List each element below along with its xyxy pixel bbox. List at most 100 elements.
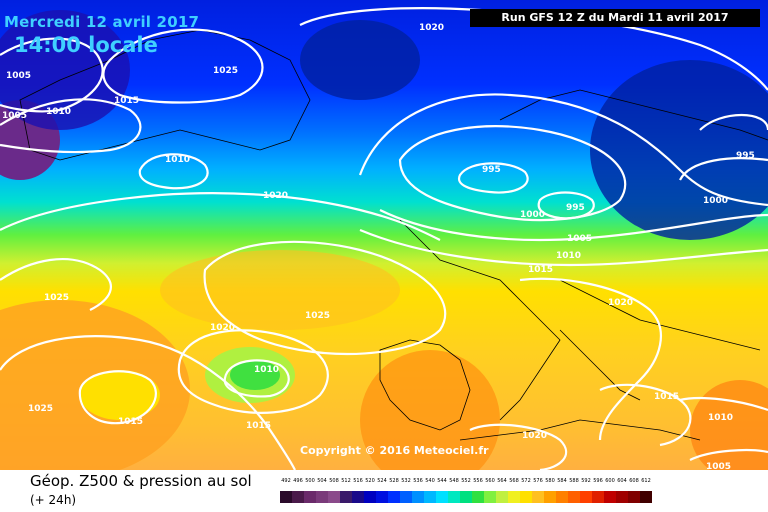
color-scale-label: 584: [557, 478, 567, 484]
pressure-label: 1010: [46, 107, 71, 117]
color-scale-label: 512: [341, 478, 351, 484]
color-scale-label: 536: [413, 478, 423, 484]
color-scale-label: 556: [473, 478, 483, 484]
pressure-label: 1025: [44, 293, 69, 303]
color-scale-label: 552: [461, 478, 471, 484]
isobars: [0, 7, 768, 470]
color-scale-label: 572: [521, 478, 531, 484]
color-scale-swatch: [496, 491, 508, 503]
legend-subtitle: (+ 24h): [30, 493, 77, 507]
color-scale-swatch: [616, 491, 628, 503]
color-scale-swatch: [448, 491, 460, 503]
color-scale-label: 580: [545, 478, 555, 484]
pressure-label: 1010: [556, 251, 581, 261]
color-scale-swatch: [484, 491, 496, 503]
color-scale-bar: [280, 491, 652, 503]
pressure-labels: 1005 1005 1010 1010 1015 1020 1025 1020 …: [2, 23, 755, 470]
color-scale-swatch: [544, 491, 556, 503]
model-run-label: Run GFS 12 Z du Mardi 11 avril 2017: [470, 9, 760, 27]
pressure-label: 1020: [608, 298, 633, 308]
color-scale-label: 516: [353, 478, 363, 484]
color-scale-label: 540: [425, 478, 435, 484]
color-scale-label: 496: [293, 478, 303, 484]
pressure-label: 995: [736, 151, 755, 161]
color-scale-label: 576: [533, 478, 543, 484]
color-scale-label: 608: [629, 478, 639, 484]
pressure-label: 1015: [118, 417, 143, 427]
color-scale-label: 568: [509, 478, 519, 484]
color-scale-label: 508: [329, 478, 339, 484]
copyright-text: Copyright © 2016 Meteociel.fr: [300, 444, 489, 457]
color-scale-swatch: [532, 491, 544, 503]
color-scale-swatch: [436, 491, 448, 503]
pressure-label: 1015: [114, 96, 139, 106]
color-scale-label: 596: [593, 478, 603, 484]
ridge-region: [160, 250, 400, 330]
color-scale-label: 560: [485, 478, 495, 484]
pressure-label: 1020: [419, 23, 444, 33]
pressure-label: 1010: [165, 155, 190, 165]
color-scale-label: 528: [389, 478, 399, 484]
pressure-label: 1005: [706, 462, 731, 470]
color-scale-swatch: [316, 491, 328, 503]
pressure-label: 1015: [654, 392, 679, 402]
color-scale-swatch: [628, 491, 640, 503]
pressure-label: 1025: [28, 404, 53, 414]
color-scale-swatch: [520, 491, 532, 503]
low-east-region: [590, 60, 768, 240]
pressure-label: 1015: [528, 265, 553, 275]
color-scale-label: 532: [401, 478, 411, 484]
color-scale-swatch: [508, 491, 520, 503]
color-scale-label: 612: [641, 478, 651, 484]
color-scale-swatch: [388, 491, 400, 503]
weather-map: 1005 1005 1010 1010 1015 1020 1025 1020 …: [0, 0, 768, 470]
color-scale-swatch: [472, 491, 484, 503]
color-scale-label: 600: [605, 478, 615, 484]
pressure-label: 1000: [703, 196, 728, 206]
pressure-label: 1010: [708, 413, 733, 423]
forecast-date: Mercredi 12 avril 2017: [4, 13, 200, 31]
color-scale-swatch: [364, 491, 376, 503]
color-scale-swatch: [556, 491, 568, 503]
legend-footer: Géop. Z500 & pression au sol (+ 24h) 492…: [0, 470, 768, 512]
color-scale-swatch: [400, 491, 412, 503]
color-scale-label: 592: [581, 478, 591, 484]
color-scale-swatch: [328, 491, 340, 503]
color-scale-swatch: [592, 491, 604, 503]
pressure-label: 1005: [2, 111, 27, 121]
color-scale-swatch: [376, 491, 388, 503]
color-scale-label: 520: [365, 478, 375, 484]
color-scale-label: 504: [317, 478, 327, 484]
pressure-label: 995: [482, 165, 501, 175]
color-scale-label: 500: [305, 478, 315, 484]
color-scale-swatch: [580, 491, 592, 503]
pressure-label: 1005: [567, 234, 592, 244]
forecast-time: 14:00 locale: [14, 33, 158, 57]
color-scale-label: 604: [617, 478, 627, 484]
color-scale-label: 588: [569, 478, 579, 484]
small-low-region: [80, 370, 160, 420]
pressure-label: 1005: [6, 71, 31, 81]
pressure-label: 1025: [305, 311, 330, 321]
color-scale-label: 544: [437, 478, 447, 484]
pressure-label: 1010: [254, 365, 279, 375]
color-scale-swatch: [604, 491, 616, 503]
pressure-label: 1020: [263, 191, 288, 201]
pressure-label: 995: [566, 203, 585, 213]
pressure-label: 1025: [213, 66, 238, 76]
color-scale-swatch: [460, 491, 472, 503]
color-scale-swatch: [340, 491, 352, 503]
color-scale-swatch: [292, 491, 304, 503]
color-scale-label: 492: [281, 478, 291, 484]
color-scale-swatch: [304, 491, 316, 503]
legend-title: Géop. Z500 & pression au sol: [30, 472, 252, 490]
pressure-label: 1015: [246, 421, 271, 431]
color-scale-swatch: [424, 491, 436, 503]
pressure-label: 1000: [520, 210, 545, 220]
color-scale-label: 564: [497, 478, 507, 484]
pressure-label: 1020: [522, 431, 547, 441]
color-scale-label: 548: [449, 478, 459, 484]
geopotential-map-svg: 1005 1005 1010 1010 1015 1020 1025 1020 …: [0, 0, 768, 470]
high-africa-region: [360, 350, 500, 470]
color-scale-label: 524: [377, 478, 387, 484]
